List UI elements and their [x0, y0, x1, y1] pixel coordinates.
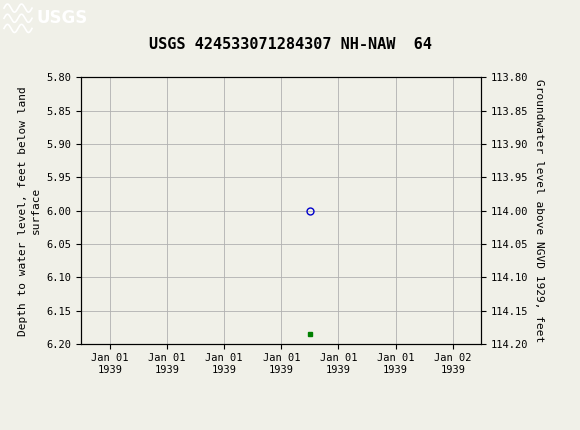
Y-axis label: Depth to water level, feet below land
surface: Depth to water level, feet below land su… [18, 86, 41, 335]
Text: USGS 424533071284307 NH-NAW  64: USGS 424533071284307 NH-NAW 64 [148, 37, 432, 52]
Y-axis label: Groundwater level above NGVD 1929, feet: Groundwater level above NGVD 1929, feet [534, 79, 544, 342]
Text: USGS: USGS [36, 9, 87, 27]
